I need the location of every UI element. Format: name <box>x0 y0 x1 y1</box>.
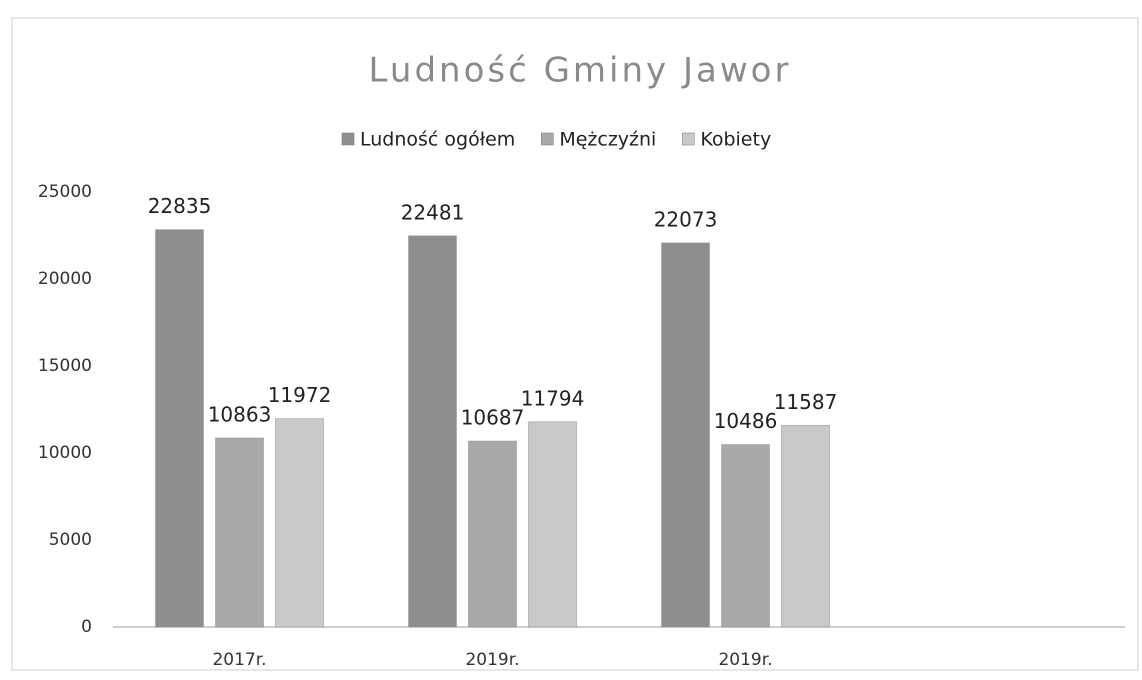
y-tick-label: 25000 <box>38 182 92 202</box>
value-label: 22481 <box>401 200 465 224</box>
bar <box>215 437 264 628</box>
legend-swatch <box>541 132 554 146</box>
y-tick-label: 5000 <box>49 530 92 550</box>
x-tick-label: 2019r. <box>718 650 772 670</box>
legend-label: Kobiety <box>700 129 771 151</box>
bar <box>721 444 770 628</box>
bar <box>155 229 204 628</box>
y-tick-label: 20000 <box>38 269 92 289</box>
value-label: 10863 <box>208 402 272 426</box>
value-label: 11794 <box>521 386 585 410</box>
legend-label: Mężczyźni <box>559 129 656 151</box>
y-tick-label: 0 <box>81 617 92 637</box>
value-label: 11972 <box>268 383 332 407</box>
value-label: 22073 <box>654 207 718 231</box>
legend-label: Ludność ogółem <box>360 129 515 151</box>
x-tick-label: 2019r. <box>465 650 519 670</box>
bar <box>781 425 830 628</box>
bar <box>275 418 324 628</box>
bar <box>528 421 577 628</box>
legend-swatch <box>682 132 695 146</box>
bar <box>408 235 457 628</box>
value-label: 11587 <box>774 390 838 414</box>
chart-title: Ludność Gminy Jawor <box>369 51 792 91</box>
y-tick-label: 15000 <box>38 356 92 376</box>
legend-swatch <box>341 132 355 146</box>
value-label: 10486 <box>714 409 778 433</box>
y-tick-label: 10000 <box>38 443 92 463</box>
bar <box>661 242 710 628</box>
value-label: 10687 <box>461 406 525 430</box>
bar <box>468 440 517 628</box>
x-tick-label: 2017r. <box>212 650 266 670</box>
value-label: 22835 <box>148 194 212 218</box>
